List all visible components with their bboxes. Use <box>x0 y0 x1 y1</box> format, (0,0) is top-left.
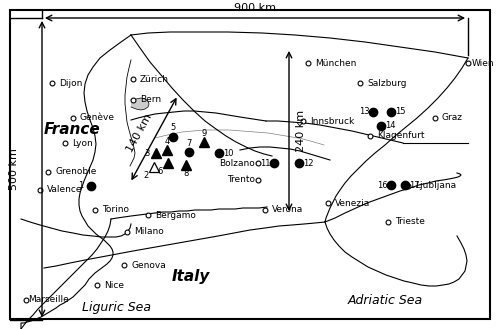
Text: Genova: Genova <box>131 261 166 269</box>
Text: Bern: Bern <box>140 95 161 105</box>
Text: 16: 16 <box>376 181 388 190</box>
Text: Milano: Milano <box>134 227 164 237</box>
Text: Grenoble: Grenoble <box>55 167 96 176</box>
Text: 5: 5 <box>170 123 175 133</box>
Text: Zürich: Zürich <box>140 74 169 84</box>
Text: Torino: Torino <box>102 206 129 215</box>
Text: 900 km: 900 km <box>234 3 276 13</box>
Text: Lyon: Lyon <box>72 139 93 147</box>
Text: 240 km: 240 km <box>296 110 306 152</box>
Text: 17: 17 <box>408 181 420 190</box>
Text: Genève: Genève <box>80 114 115 122</box>
Text: 12: 12 <box>303 159 313 167</box>
Text: 1: 1 <box>78 182 84 190</box>
Text: 7: 7 <box>186 139 192 147</box>
Text: Ljubljana: Ljubljana <box>415 182 456 190</box>
Text: 9: 9 <box>202 129 206 138</box>
Text: France: France <box>44 122 101 138</box>
Text: 8: 8 <box>184 169 188 179</box>
Text: Trieste: Trieste <box>395 217 425 226</box>
Text: 2: 2 <box>144 170 148 180</box>
Text: Nice: Nice <box>104 281 124 290</box>
Text: 15: 15 <box>395 108 405 116</box>
Text: Bergamo: Bergamo <box>155 211 196 219</box>
Text: Verona: Verona <box>272 206 303 215</box>
Text: 11: 11 <box>260 159 270 167</box>
Text: Graz: Graz <box>442 114 463 122</box>
Text: Klagenfurt: Klagenfurt <box>377 132 424 140</box>
Text: 6: 6 <box>158 166 162 175</box>
Polygon shape <box>131 98 149 110</box>
Text: Liguric Sea: Liguric Sea <box>82 301 151 315</box>
Text: München: München <box>315 59 356 67</box>
Text: 500 km: 500 km <box>9 148 19 190</box>
Text: 3: 3 <box>144 148 150 158</box>
Text: Wien: Wien <box>472 59 494 67</box>
Text: 140 km: 140 km <box>124 112 154 154</box>
Text: 4: 4 <box>164 137 170 145</box>
Text: Marseille: Marseille <box>28 295 69 305</box>
Text: 14: 14 <box>385 121 395 131</box>
Text: Adriatic Sea: Adriatic Sea <box>348 293 423 307</box>
Text: 10: 10 <box>223 148 233 158</box>
Text: Salzburg: Salzburg <box>367 79 406 88</box>
Text: Valence: Valence <box>47 186 82 194</box>
Text: Italy: Italy <box>172 268 210 284</box>
Text: 13: 13 <box>358 108 370 116</box>
Text: Trento: Trento <box>227 175 255 185</box>
Text: Venezia: Venezia <box>335 198 370 208</box>
Text: Innsbruck: Innsbruck <box>310 116 354 125</box>
Text: Bolzano: Bolzano <box>219 159 255 167</box>
Text: Dijon: Dijon <box>59 79 82 88</box>
